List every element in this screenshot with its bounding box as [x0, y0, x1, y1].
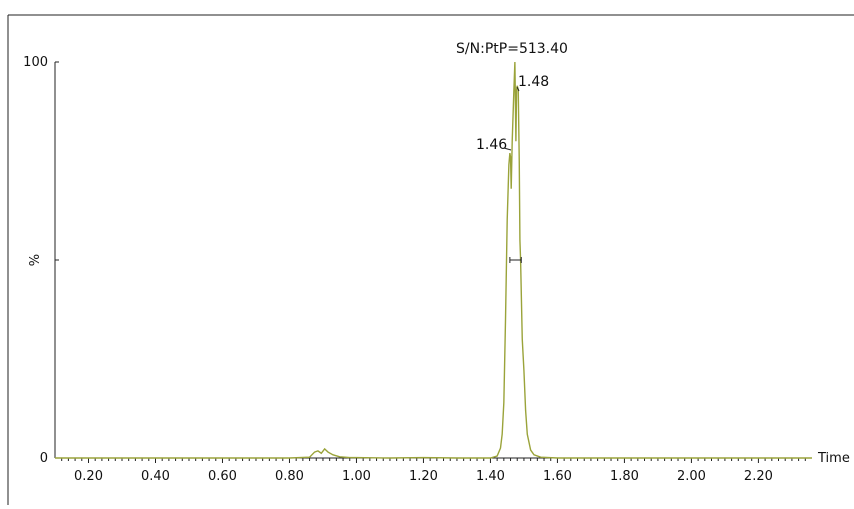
y-axis-label: % — [28, 254, 43, 266]
x-tick-label: 0.40 — [141, 469, 170, 484]
x-axis-label: Time — [817, 451, 850, 466]
x-tick-label: 2.20 — [744, 469, 773, 484]
peak-label-2: 1.48 — [518, 74, 549, 90]
peak-leader-2 — [516, 86, 520, 92]
x-tick-label: 1.00 — [342, 469, 371, 484]
peak-snr-label: S/N:PtP=513.40 — [456, 41, 568, 57]
x-tick-label: 1.80 — [610, 469, 639, 484]
peak-label-1: 1.46 — [476, 137, 507, 153]
x-tick-label: 0.60 — [208, 469, 237, 484]
x-ticks: 0.20 0.40 0.60 0.80 1.00 1.20 1.40 1.60 1.80 2.00… — [61, 458, 806, 484]
x-tick-label: 2.00 — [677, 469, 706, 484]
x-tick-label: 0.80 — [275, 469, 304, 484]
x-tick-label: 0.20 — [74, 469, 103, 484]
y-tick-label-0: 0 — [40, 451, 48, 466]
y-tick-label-100: 100 — [23, 55, 48, 70]
x-tick-label: 1.40 — [476, 469, 505, 484]
peak-leader-1 — [503, 147, 512, 151]
x-tick-label: 1.60 — [543, 469, 572, 484]
x-tick-label: 1.20 — [409, 469, 438, 484]
series-line — [55, 61, 812, 459]
